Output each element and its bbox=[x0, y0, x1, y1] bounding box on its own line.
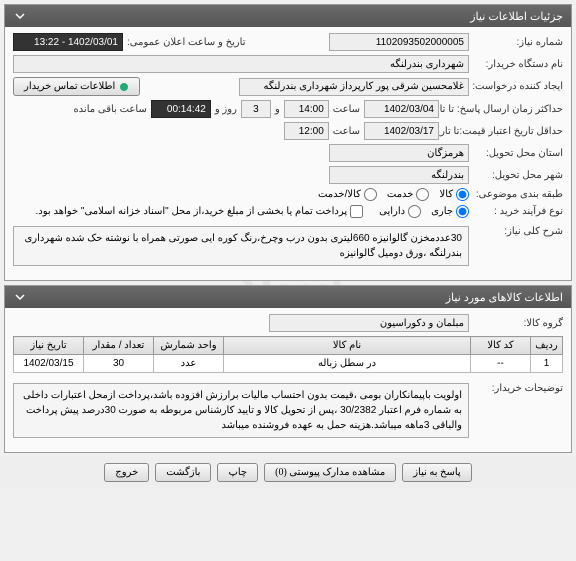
print-label: چاپ bbox=[228, 467, 247, 478]
radio-goods-input[interactable] bbox=[456, 188, 469, 201]
radio-goods-label: کالا bbox=[439, 189, 453, 200]
days-value: 3 bbox=[241, 100, 271, 118]
print-button[interactable]: چاپ bbox=[217, 463, 258, 482]
table-cell: 1402/03/15 bbox=[14, 355, 84, 373]
collapse-icon-2[interactable] bbox=[13, 290, 27, 304]
exit-label: خروج bbox=[115, 467, 138, 478]
announce-date: 1402/03/01 - 13:22 bbox=[13, 33, 123, 51]
radio-goods[interactable]: کالا bbox=[439, 188, 469, 201]
radio-current[interactable]: جاری bbox=[431, 205, 469, 218]
purchase-note-checkbox[interactable]: پرداخت تمام یا بخشی از مبلغ خرید،از محل … bbox=[36, 205, 364, 218]
panel-title-goods: اطلاعات کالاهای مورد نیاز bbox=[446, 291, 563, 304]
radio-service[interactable]: خدمت bbox=[387, 188, 430, 201]
radio-asset-label: دارایی bbox=[379, 206, 405, 217]
table-row[interactable]: 1--در سطل زبالهعدد301402/03/15 bbox=[14, 355, 563, 373]
deadline-valid-time: 12:00 bbox=[284, 122, 329, 140]
panel-title-info: جزئیات اطلاعات نیاز bbox=[470, 10, 563, 23]
deadline-send-time: 14:00 bbox=[284, 100, 329, 118]
buyer-notes-label: توضیحات خریدار: bbox=[473, 379, 563, 394]
deadline-valid-date: 1402/03/17 bbox=[364, 122, 439, 140]
radio-service-label: خدمت bbox=[387, 189, 414, 200]
days-label: روز و bbox=[215, 104, 237, 115]
radio-current-input[interactable] bbox=[456, 205, 469, 218]
back-label: بازگشت bbox=[166, 467, 200, 478]
respond-button[interactable]: پاسخ به نیاز bbox=[402, 463, 472, 482]
radio-asset-input[interactable] bbox=[408, 205, 421, 218]
th-qty: تعداد / مقدار bbox=[84, 337, 154, 355]
radio-goods-service-input[interactable] bbox=[364, 188, 377, 201]
category-label: طبقه بندی موضوعی: bbox=[473, 189, 563, 200]
countdown: 00:14:42 bbox=[151, 100, 211, 118]
desc-label: شرح کلی نیاز: bbox=[473, 222, 563, 237]
purchase-type-label: نوع فرآیند خرید : bbox=[473, 206, 563, 217]
purchase-type-group: جاری دارایی bbox=[379, 205, 469, 218]
table-cell: 1 bbox=[531, 355, 563, 373]
radio-service-input[interactable] bbox=[416, 188, 429, 201]
th-date: تاریخ نیاز bbox=[14, 337, 84, 355]
city-value: بندرلنگه bbox=[329, 166, 469, 184]
th-name: نام کالا bbox=[224, 337, 471, 355]
back-button[interactable]: بازگشت bbox=[155, 463, 211, 482]
announce-label: تاریخ و ساعت اعلان عمومی: bbox=[127, 37, 246, 48]
group-value: مبلمان و دکوراسیون bbox=[269, 314, 469, 332]
purchase-note-input[interactable] bbox=[350, 205, 363, 218]
respond-label: پاسخ به نیاز bbox=[413, 467, 461, 478]
need-number-label: شماره نیاز: bbox=[473, 37, 563, 48]
info-icon bbox=[119, 82, 129, 92]
desc-value: 30عددمخزن گالوانیزه 660لیتری بدون درب وچ… bbox=[13, 226, 469, 266]
radio-goods-service-label: کالا/خدمت bbox=[318, 189, 361, 200]
time-label-2: ساعت bbox=[333, 126, 360, 137]
buyer-value: شهرداری بندرلنگه bbox=[13, 55, 469, 73]
need-number-value: 1102093502000005 bbox=[329, 33, 469, 51]
contact-buyer-button[interactable]: اطلاعات تماس خریدار bbox=[13, 77, 140, 96]
contact-buyer-label: اطلاعات تماس خریدار bbox=[24, 81, 115, 92]
attachments-button[interactable]: مشاهده مدارک پیوستی (0) bbox=[264, 463, 396, 482]
panel-need-info: جزئیات اطلاعات نیاز شماره نیاز: 11020935… bbox=[4, 4, 572, 281]
panel-header-info: جزئیات اطلاعات نیاز bbox=[5, 5, 571, 27]
and-label: و bbox=[275, 104, 280, 115]
deadline-valid-label: حداقل تاریخ اعتبار قیمت:تا تاریخ: bbox=[443, 126, 563, 137]
table-cell: عدد bbox=[154, 355, 224, 373]
deadline-send-date: 1402/03/04 bbox=[364, 100, 439, 118]
group-label: گروه کالا: bbox=[473, 318, 563, 329]
radio-asset[interactable]: دارایی bbox=[379, 205, 421, 218]
exit-button[interactable]: خروج bbox=[104, 463, 149, 482]
remain-label: ساعت باقی مانده bbox=[73, 104, 146, 115]
requester-label: ایجاد کننده درخواست: bbox=[473, 81, 563, 92]
table-cell: در سطل زباله bbox=[224, 355, 471, 373]
collapse-icon[interactable] bbox=[13, 9, 27, 23]
province-value: هرمزگان bbox=[329, 144, 469, 162]
th-unit: واحد شمارش bbox=[154, 337, 224, 355]
purchase-note-label: پرداخت تمام یا بخشی از مبلغ خرید،از محل … bbox=[36, 206, 348, 217]
buyer-label: نام دستگاه خریدار: bbox=[473, 59, 563, 70]
table-cell: 30 bbox=[84, 355, 154, 373]
footer-buttons: پاسخ به نیاز مشاهده مدارک پیوستی (0) چاپ… bbox=[0, 457, 576, 488]
goods-table: ردیف کد کالا نام کالا واحد شمارش تعداد /… bbox=[13, 336, 563, 373]
province-label: استان محل تحویل: bbox=[473, 148, 563, 159]
radio-current-label: جاری bbox=[431, 206, 453, 217]
attachments-label: مشاهده مدارک پیوستی (0) bbox=[275, 467, 385, 478]
category-radio-group: کالا خدمت کالا/خدمت bbox=[318, 188, 469, 201]
radio-goods-service[interactable]: کالا/خدمت bbox=[318, 188, 377, 201]
panel-header-goods: اطلاعات کالاهای مورد نیاز bbox=[5, 286, 571, 308]
buyer-notes-value: اولویت باپیمانکاران بومی ،قیمت بدون احتس… bbox=[13, 383, 469, 438]
requester-value: غلامحسین شرقی پور کارپرداز شهرداری بندرل… bbox=[239, 78, 469, 96]
table-cell: -- bbox=[471, 355, 531, 373]
deadline-send-label: حداکثر زمان ارسال پاسخ: تا تاریخ: bbox=[443, 104, 563, 115]
panel-goods: اطلاعات کالاهای مورد نیاز گروه کالا: مبل… bbox=[4, 285, 572, 453]
th-code: کد کالا bbox=[471, 337, 531, 355]
city-label: شهر محل تحویل: bbox=[473, 170, 563, 181]
time-label-1: ساعت bbox=[333, 104, 360, 115]
table-header-row: ردیف کد کالا نام کالا واحد شمارش تعداد /… bbox=[14, 337, 563, 355]
th-row: ردیف bbox=[531, 337, 563, 355]
